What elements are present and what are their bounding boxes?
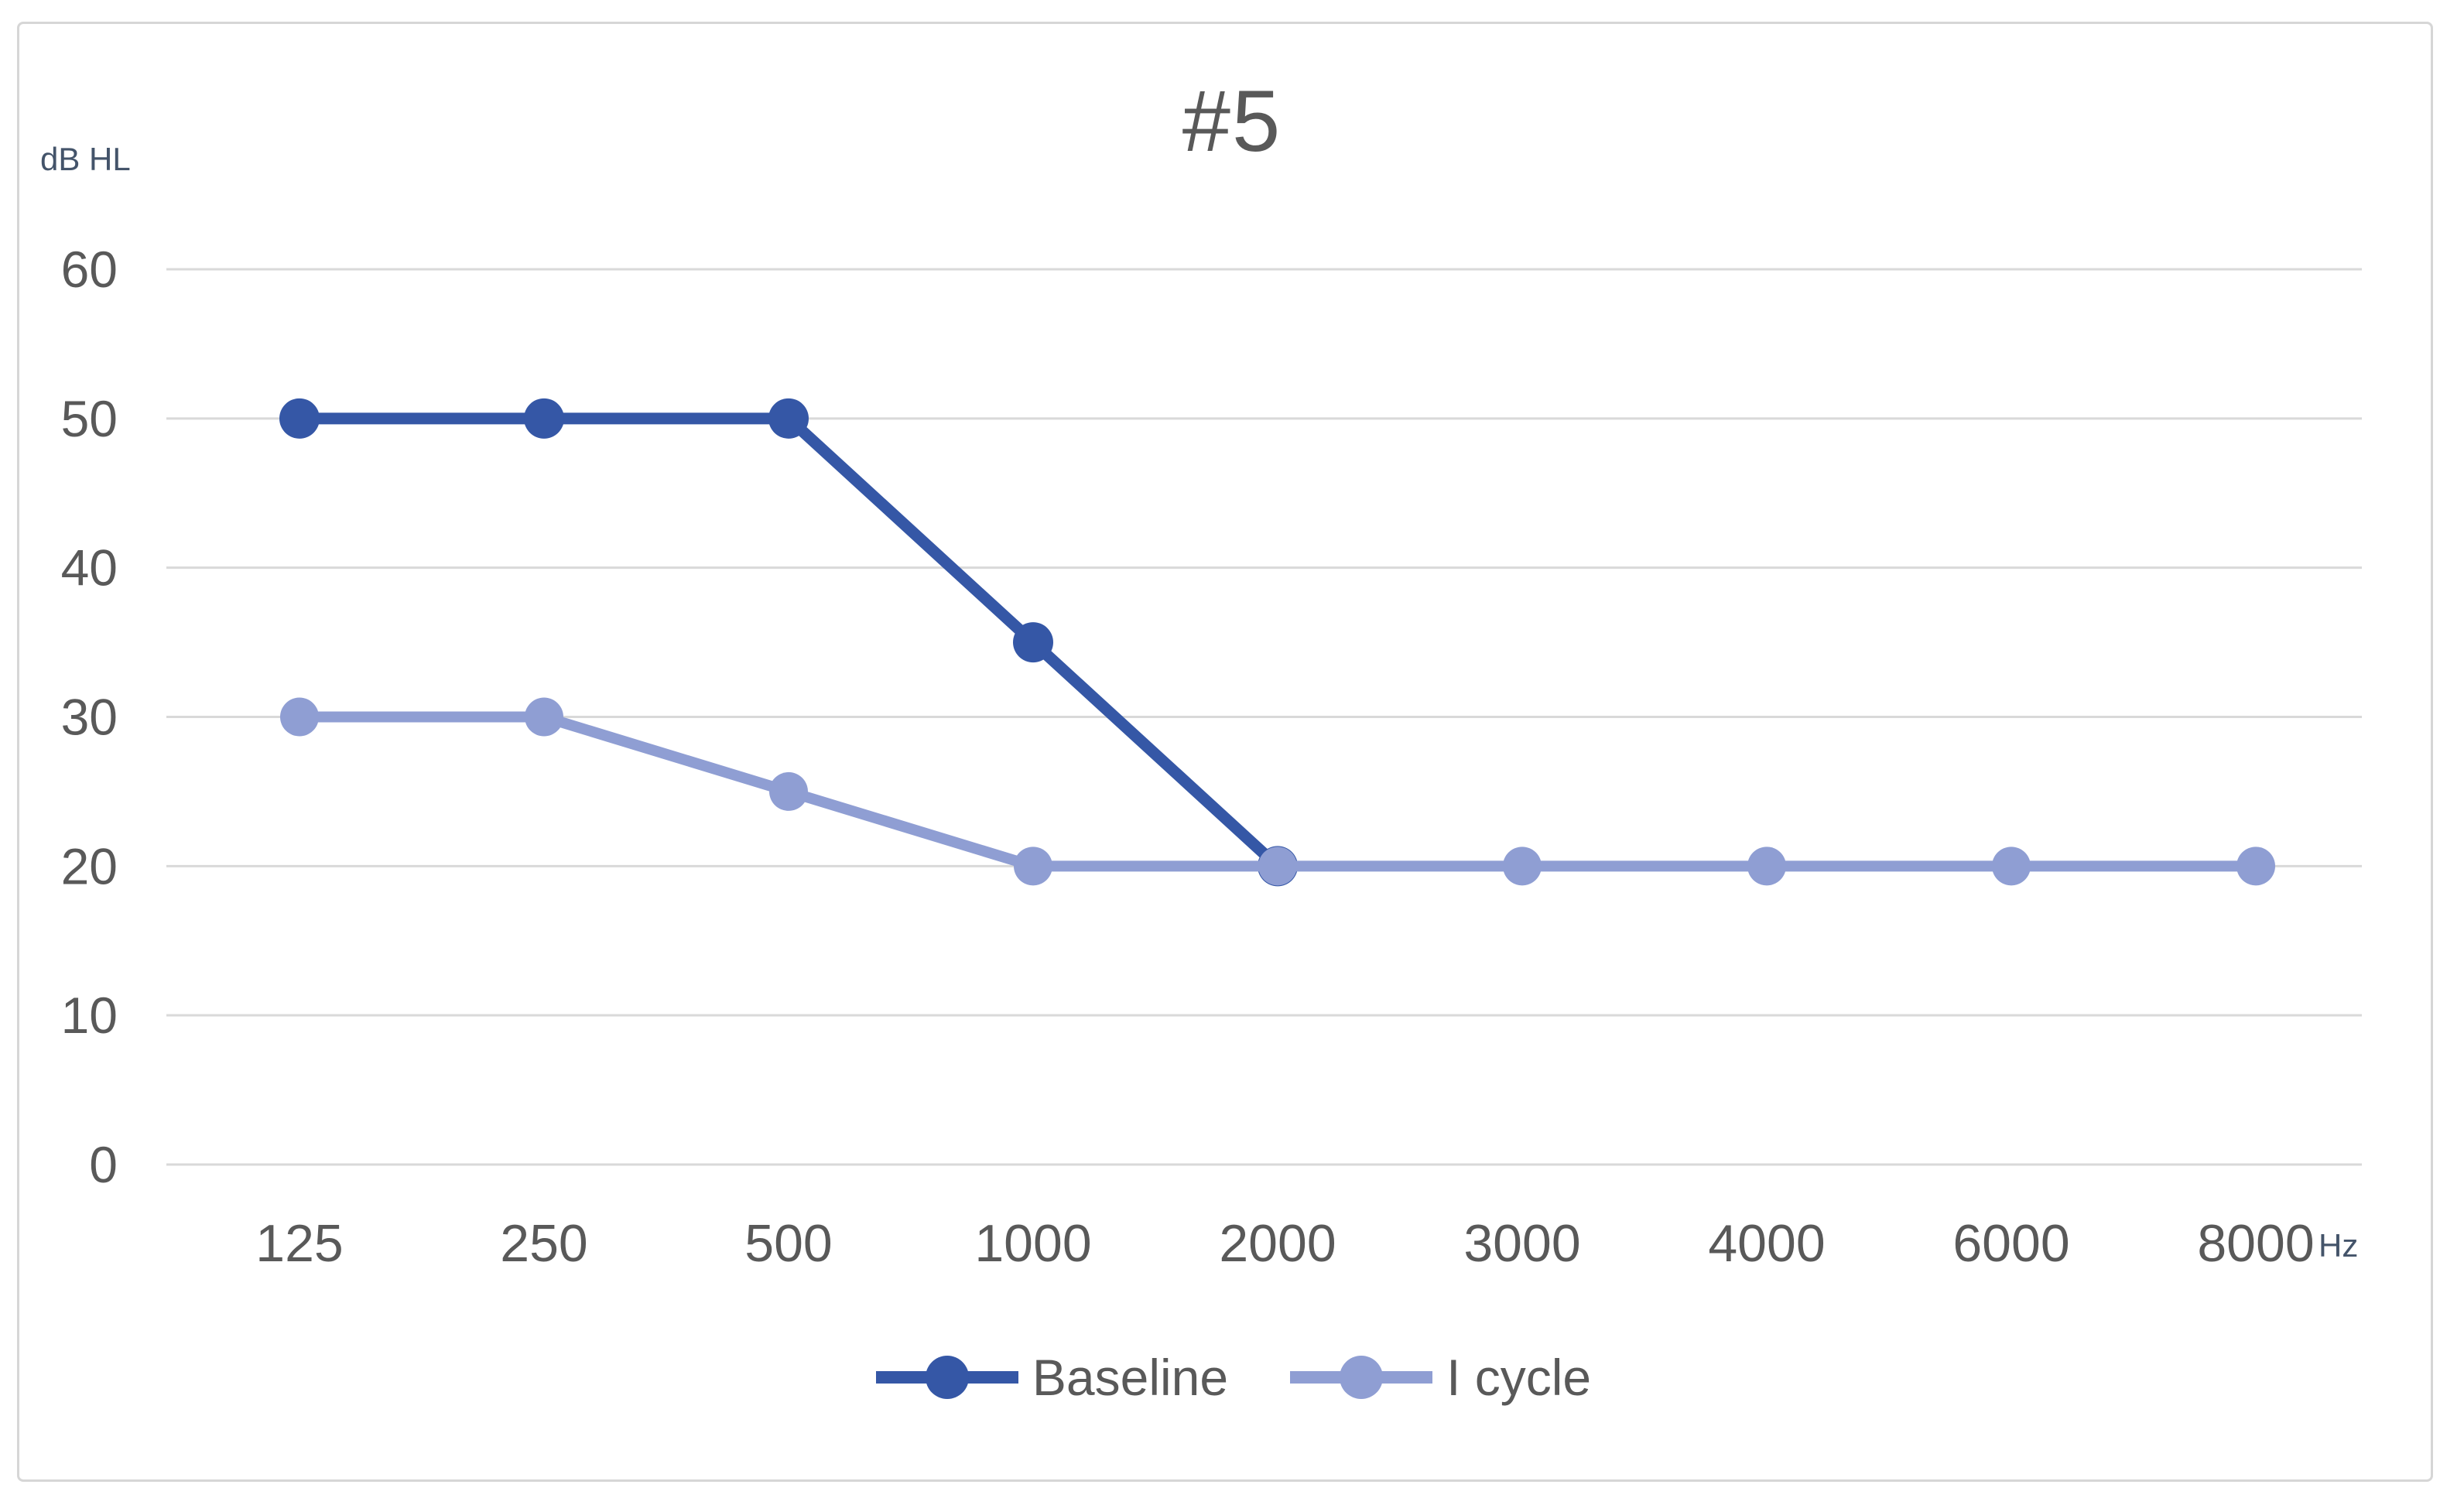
data-point-marker-1 [525,697,563,737]
data-point-marker-1 [1503,847,1542,886]
y-tick-label: 50 [61,390,118,447]
data-point-marker-1 [280,697,319,737]
legend-item-baseline: Baseline [873,1348,1228,1407]
data-point-marker-0 [279,398,320,439]
data-point-marker-1 [1992,847,2031,886]
legend-item-icycle: I cycle [1287,1348,1591,1407]
x-axis-unit-label: Hz [2319,1227,2359,1264]
data-point-marker-0 [1013,622,1053,663]
legend-label-icycle: I cycle [1446,1349,1592,1406]
data-point-marker-1 [1014,847,1052,886]
chart-title: #5 [1182,73,1282,169]
y-tick-label: 0 [89,1136,118,1193]
x-tick-label: 500 [744,1214,832,1273]
y-tick-label: 30 [61,689,118,746]
x-tick-label: 8000 [2197,1214,2314,1273]
x-tick-label: 2000 [1219,1214,1336,1273]
data-point-marker-1 [1747,847,1786,886]
x-tick-label: 4000 [1708,1214,1825,1273]
legend-label-baseline: Baseline [1032,1349,1229,1406]
y-axis-unit-label: dB HL [40,141,131,177]
x-tick-label: 6000 [1952,1214,2069,1273]
data-point-marker-1 [769,771,808,811]
x-tick-label: 3000 [1463,1214,1580,1273]
data-point-marker-0 [768,398,809,439]
data-point-marker-0 [524,398,564,439]
data-point-marker-1 [2236,847,2275,886]
data-point-marker-1 [1258,847,1297,886]
x-tick-label: 125 [255,1214,343,1273]
chart-legend: Baseline I cycle [0,1348,2464,1407]
y-tick-label: 40 [61,539,118,597]
y-tick-label: 20 [61,837,118,894]
series-line-1 [299,711,2256,872]
icycle-series-swatch-icon [1290,1356,1433,1399]
x-tick-label: 1000 [974,1214,1091,1273]
baseline-series-swatch-icon [875,1356,1018,1399]
chart-frame [17,22,2433,1482]
y-tick-label: 60 [61,241,118,298]
x-tick-label: 250 [500,1214,587,1273]
y-tick-label: 10 [61,987,118,1044]
